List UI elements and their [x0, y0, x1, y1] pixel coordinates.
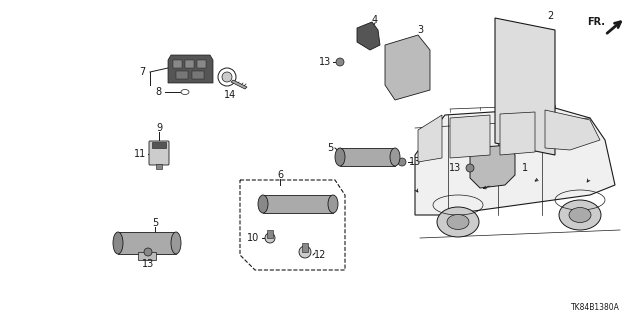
Text: 13: 13 — [142, 259, 154, 269]
Text: 5: 5 — [152, 218, 158, 228]
Text: 2: 2 — [547, 11, 553, 21]
Polygon shape — [500, 112, 535, 155]
Text: 10: 10 — [247, 233, 259, 243]
Polygon shape — [357, 22, 380, 50]
Circle shape — [466, 164, 474, 172]
Bar — [173, 60, 182, 68]
Bar — [263, 195, 333, 213]
Polygon shape — [470, 145, 515, 188]
Polygon shape — [495, 18, 555, 155]
FancyBboxPatch shape — [149, 141, 169, 165]
Ellipse shape — [569, 207, 591, 222]
Bar — [197, 60, 206, 68]
Bar — [192, 71, 204, 79]
Bar — [302, 243, 308, 252]
Polygon shape — [545, 110, 600, 150]
Bar — [185, 60, 194, 68]
Ellipse shape — [559, 200, 601, 230]
Circle shape — [218, 68, 236, 86]
Text: 12: 12 — [314, 250, 326, 260]
Ellipse shape — [258, 195, 268, 213]
Bar — [138, 252, 156, 260]
Text: FR.: FR. — [587, 17, 605, 27]
Text: 5: 5 — [327, 143, 333, 153]
Ellipse shape — [181, 90, 189, 94]
Circle shape — [336, 58, 344, 66]
Bar — [176, 71, 188, 79]
Text: 13: 13 — [449, 163, 461, 173]
Text: 7: 7 — [139, 67, 145, 77]
Text: 6: 6 — [277, 170, 283, 180]
Circle shape — [299, 246, 311, 258]
Text: 1: 1 — [522, 163, 528, 173]
Bar — [118, 232, 176, 254]
Bar — [156, 164, 162, 169]
Text: 13: 13 — [409, 157, 421, 167]
Circle shape — [398, 158, 406, 166]
Text: 11: 11 — [134, 149, 146, 159]
Polygon shape — [418, 115, 442, 162]
Ellipse shape — [171, 232, 181, 254]
Text: 9: 9 — [156, 123, 162, 133]
Polygon shape — [385, 35, 430, 100]
Circle shape — [222, 72, 232, 82]
Text: 8: 8 — [155, 87, 161, 97]
Ellipse shape — [113, 232, 123, 254]
Ellipse shape — [437, 207, 479, 237]
Bar — [152, 142, 166, 148]
Ellipse shape — [390, 148, 400, 166]
Polygon shape — [231, 80, 247, 89]
Polygon shape — [415, 108, 615, 215]
Circle shape — [144, 248, 152, 256]
Ellipse shape — [447, 214, 469, 229]
Ellipse shape — [328, 195, 338, 213]
Text: TK84B1380A: TK84B1380A — [571, 303, 620, 312]
Ellipse shape — [335, 148, 345, 166]
Bar — [267, 230, 273, 238]
Text: 13: 13 — [319, 57, 331, 67]
Text: 3: 3 — [417, 25, 423, 35]
Text: 14: 14 — [224, 90, 236, 100]
Circle shape — [265, 233, 275, 243]
Polygon shape — [450, 115, 490, 158]
Text: 4: 4 — [372, 15, 378, 25]
Bar — [340, 148, 395, 166]
Polygon shape — [168, 55, 213, 83]
